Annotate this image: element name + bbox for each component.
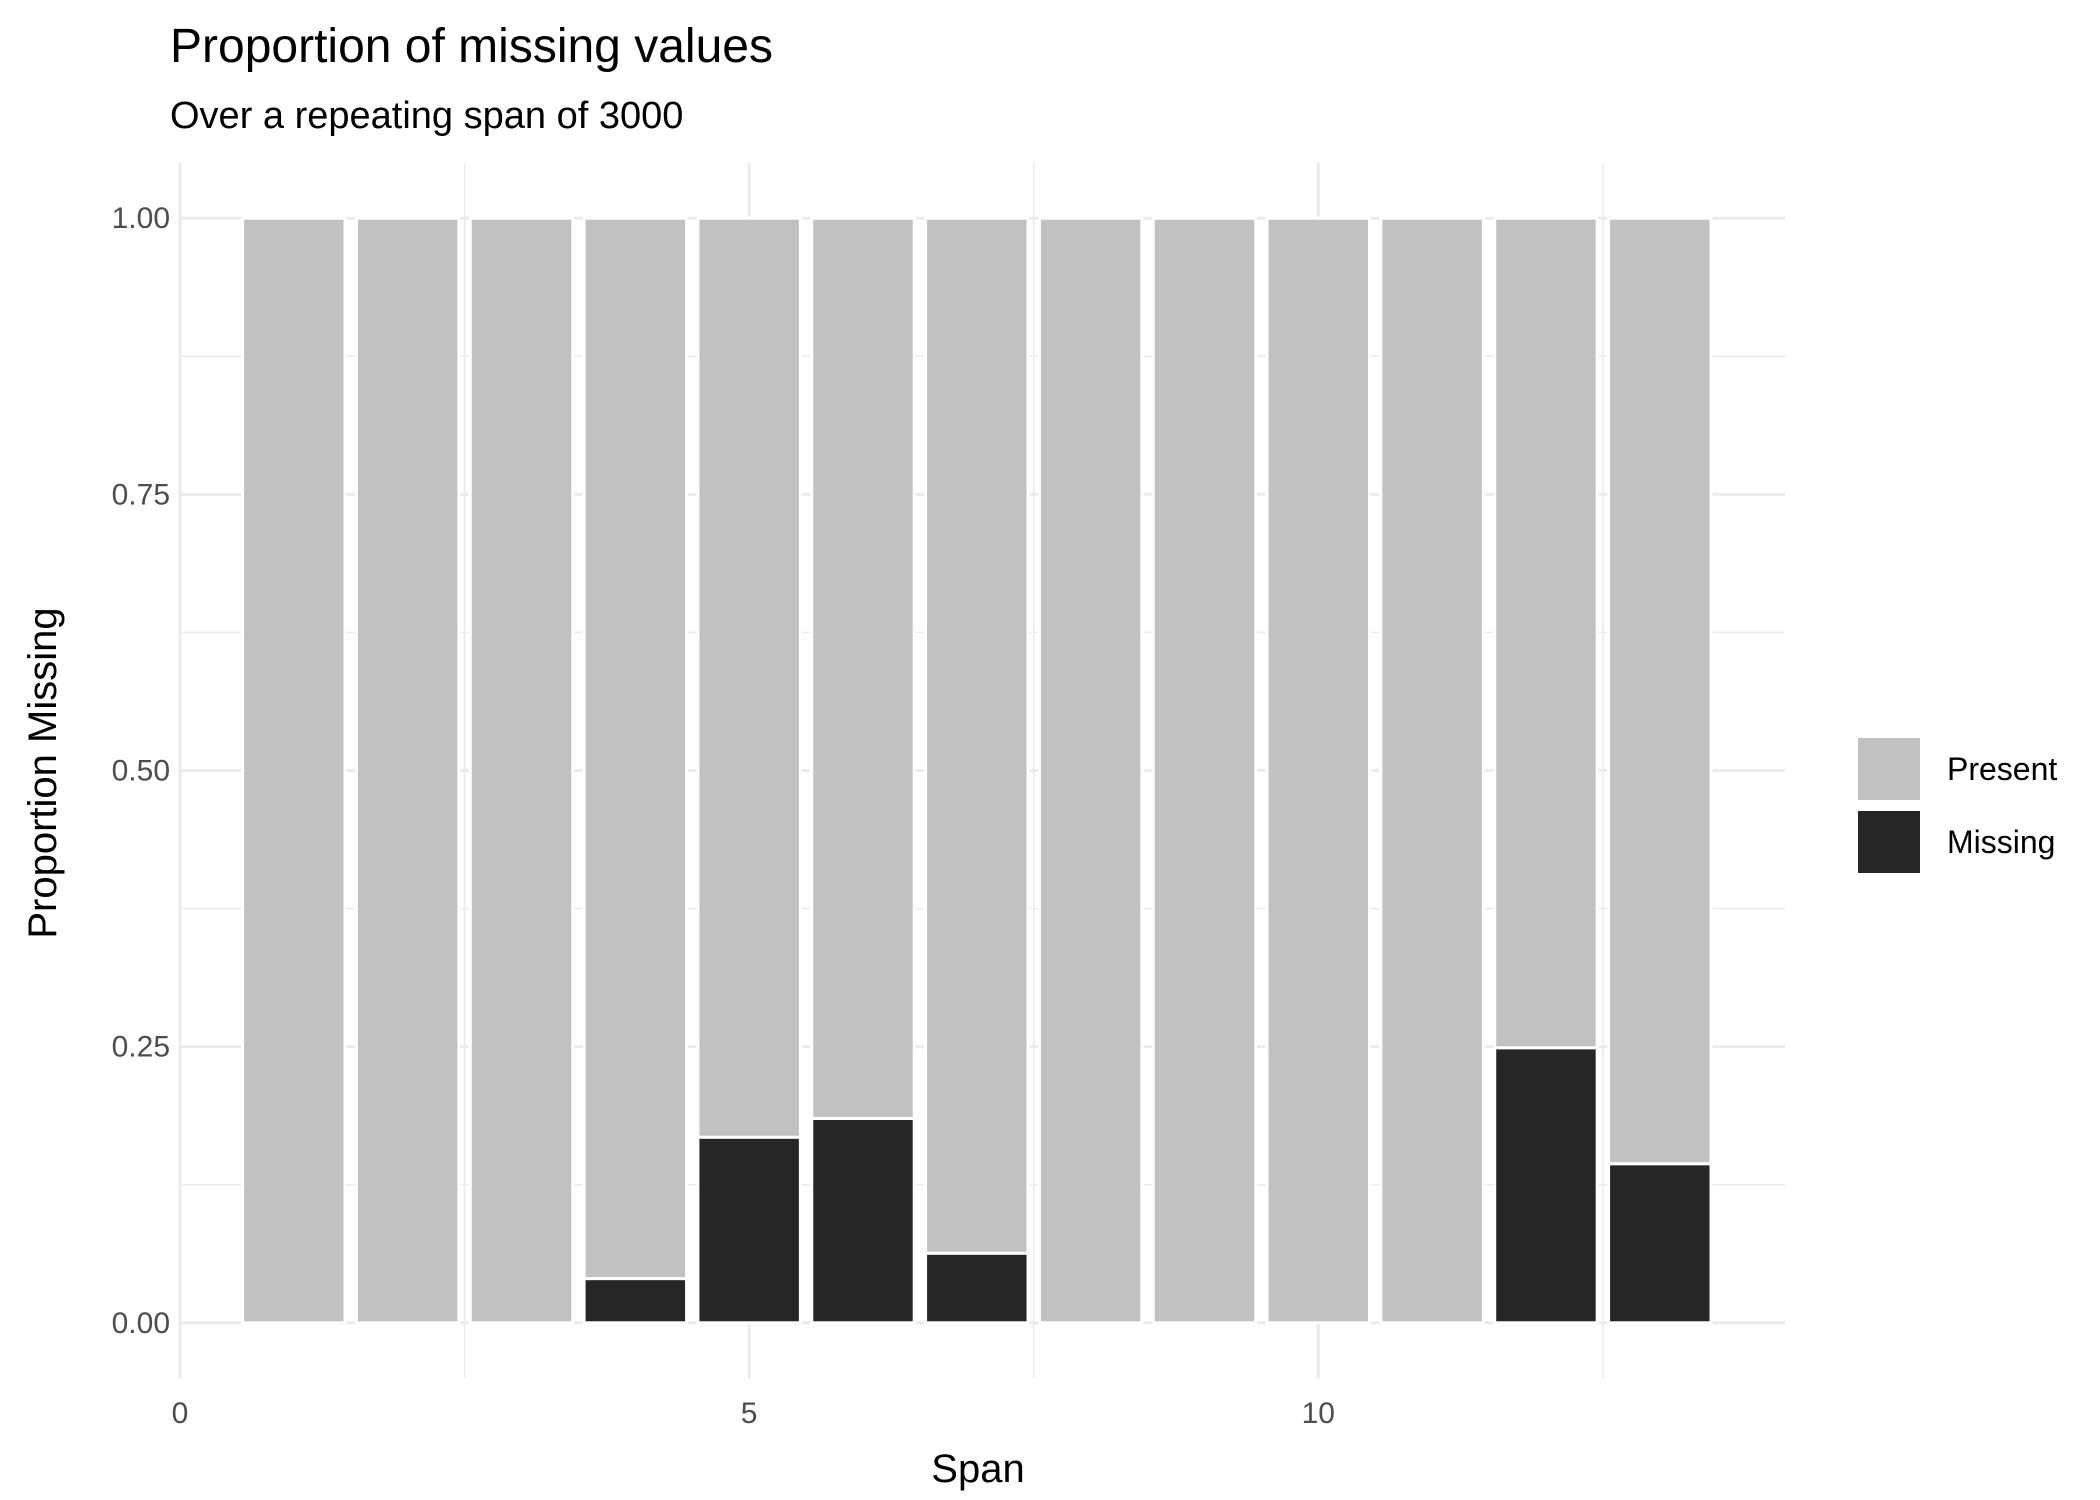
x-tick-label: 5 [741, 1397, 758, 1430]
y-axis-title: Proportion Missing [21, 607, 65, 938]
bar-present-1 [241, 216, 347, 1325]
bar-present-11 [1379, 216, 1485, 1325]
chart-title: Proportion of missing values [170, 20, 773, 73]
legend-key-missing [1858, 811, 1920, 873]
y-tick-label: 0.75 [112, 478, 170, 511]
bar-present-5 [696, 216, 802, 1139]
y-tick-label: 0.25 [112, 1031, 170, 1064]
bar-present-2 [354, 216, 461, 1325]
y-tick-label: 1.00 [112, 202, 170, 235]
legend-label-present: Present [1947, 751, 2057, 787]
y-tick-label: 0.00 [112, 1307, 170, 1340]
x-axis-ticks: 0 5 10 [172, 1397, 1335, 1430]
x-tick-label: 0 [172, 1397, 189, 1430]
bar-present-12 [1493, 216, 1599, 1050]
bar-missing-12 [1493, 1046, 1599, 1325]
bar-present-4 [582, 216, 689, 1281]
y-tick-label: 0.50 [112, 755, 170, 788]
x-axis-title: Span [931, 1447, 1024, 1491]
bar-missing-5 [696, 1135, 802, 1325]
bar-present-10 [1265, 216, 1372, 1325]
bar-present-3 [468, 216, 575, 1325]
bar-missing-13 [1607, 1162, 1713, 1325]
bar-missing-4 [582, 1277, 689, 1325]
x-tick-label: 10 [1302, 1397, 1335, 1430]
bar-missing-6 [810, 1116, 916, 1325]
y-axis-ticks: 0.00 0.25 0.50 0.75 1.00 [112, 202, 170, 1340]
bar-present-13 [1607, 216, 1713, 1166]
bar-present-7 [924, 216, 1030, 1255]
bar-present-6 [810, 216, 916, 1120]
legend: Present Missing [1858, 738, 2057, 873]
bar-present-8 [1037, 216, 1144, 1325]
bars [241, 216, 1713, 1325]
bar-present-9 [1151, 216, 1258, 1325]
legend-key-present [1858, 738, 1920, 800]
chart-subtitle: Over a repeating span of 3000 [170, 95, 683, 137]
bar-missing-7 [924, 1251, 1030, 1325]
legend-label-missing: Missing [1947, 824, 2055, 860]
